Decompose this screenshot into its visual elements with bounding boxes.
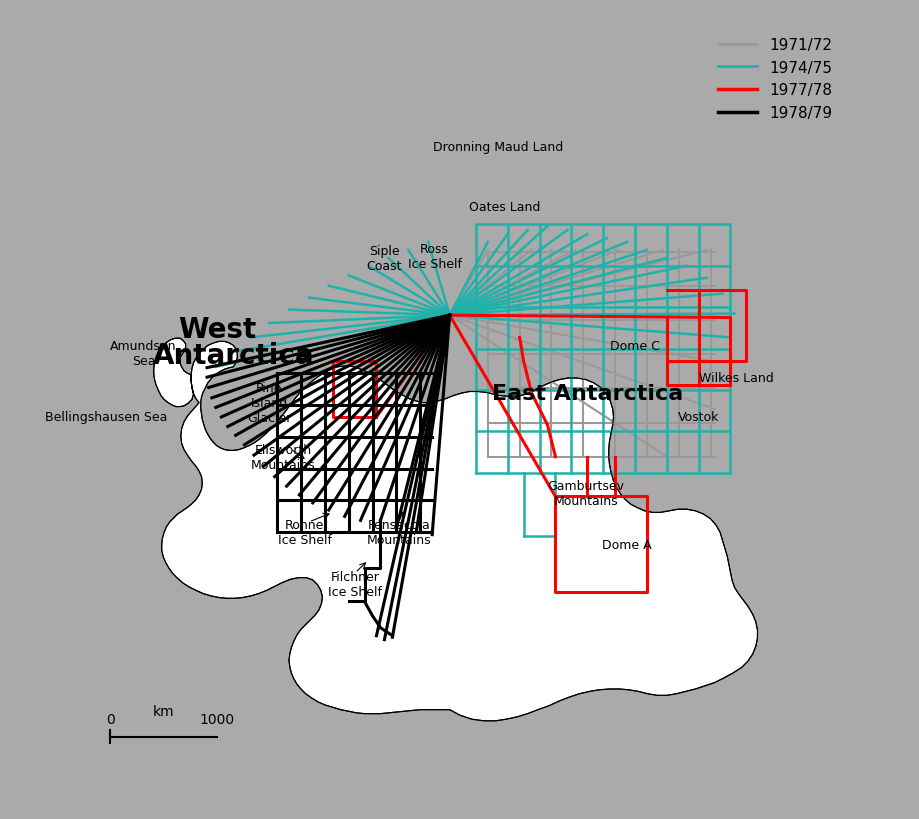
Polygon shape (153, 339, 756, 721)
Text: Antarctica: Antarctica (153, 342, 313, 369)
Text: Dronning Maud Land: Dronning Maud Land (433, 141, 562, 154)
Text: Oates Land: Oates Land (469, 201, 539, 214)
Text: Bellingshausen Sea: Bellingshausen Sea (45, 411, 167, 424)
Text: Pensacola
Mountains: Pensacola Mountains (366, 518, 431, 546)
Text: Filchner
Ice Shelf: Filchner Ice Shelf (328, 570, 381, 598)
Text: Ross
Ice Shelf: Ross Ice Shelf (407, 243, 461, 271)
Text: Pine
Island
Glacier: Pine Island Glacier (246, 382, 291, 424)
Text: Dome A: Dome A (602, 538, 652, 551)
Text: 1000: 1000 (199, 712, 234, 726)
Text: East Antarctica: East Antarctica (491, 383, 682, 404)
Text: West: West (178, 316, 256, 344)
Text: Wilkes Land: Wilkes Land (698, 371, 773, 384)
Text: Ellsworth
Mountains: Ellsworth Mountains (251, 443, 315, 471)
Text: km: km (153, 704, 175, 717)
Text: Amundsen
Sea: Amundsen Sea (110, 340, 176, 368)
Text: Siple
Coast: Siple Coast (367, 245, 402, 273)
Legend: 1971/72, 1974/75, 1977/78, 1978/79: 1971/72, 1974/75, 1977/78, 1978/79 (711, 32, 837, 127)
Text: Dome C: Dome C (609, 339, 659, 352)
Text: Ronne
Ice Shelf: Ronne Ice Shelf (278, 518, 332, 546)
Text: Gamburtsev
Mountains: Gamburtsev Mountains (547, 479, 623, 507)
Text: Vostok: Vostok (677, 411, 719, 424)
Text: 0: 0 (106, 712, 114, 726)
